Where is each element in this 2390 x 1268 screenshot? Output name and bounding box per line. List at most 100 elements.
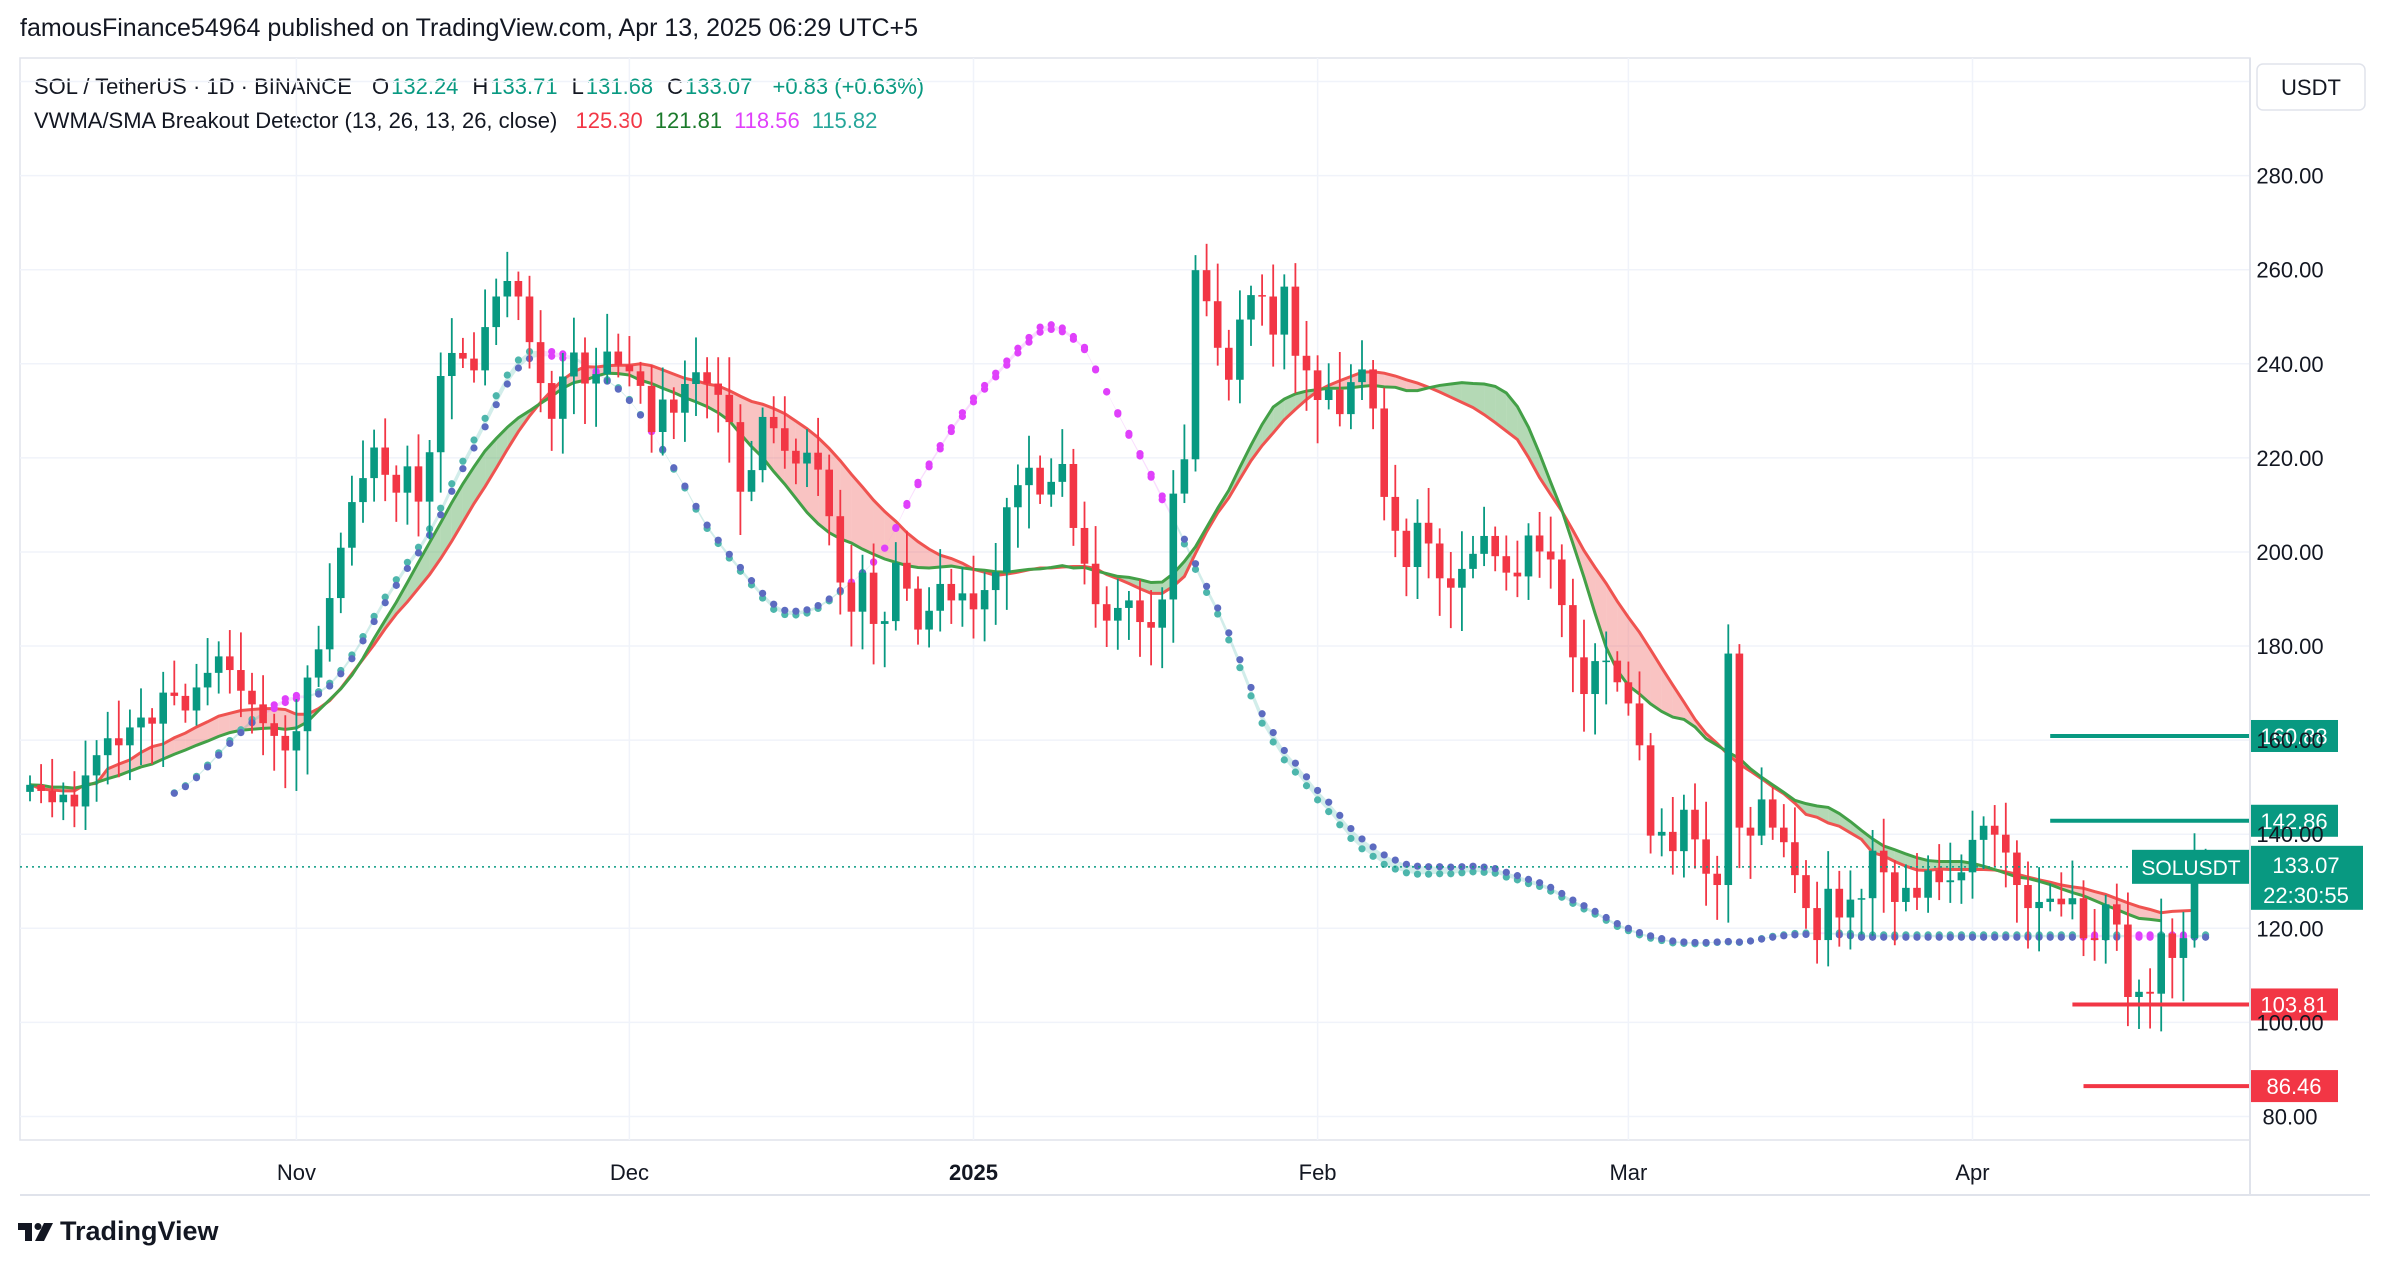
trail-dot [1935, 933, 1943, 941]
candle [559, 352, 567, 454]
trail-dot [226, 739, 234, 748]
candle [914, 576, 922, 645]
candle [592, 347, 600, 427]
candle [1602, 631, 1610, 705]
candle [1857, 888, 1866, 935]
candle [1735, 644, 1744, 869]
ribbon-segment [1251, 424, 1263, 461]
tradingview-logo-text: TradingView [60, 1216, 219, 1246]
candle [237, 632, 245, 718]
trail-dot [548, 352, 556, 360]
trail-dot [981, 385, 989, 393]
level-lines: SOLUSDT 133.07 22:30:55 160.88 142.86 103.81 8… [20, 719, 2363, 1103]
candle [92, 740, 101, 802]
dot-band-segment [1273, 732, 1285, 760]
trail-dot [703, 521, 711, 529]
candle [1302, 320, 1311, 411]
trail-dot [1080, 346, 1089, 354]
trail-dot [237, 729, 245, 737]
trail-dot [1613, 920, 1621, 928]
dot-band-segment [1106, 391, 1118, 415]
symbol-tag [2132, 849, 2250, 884]
ribbon-segment [240, 709, 252, 731]
candle [1435, 528, 1444, 616]
trail-dot [936, 445, 944, 453]
ohlc-key: O [372, 74, 390, 99]
trail-dot [1635, 928, 1644, 937]
ohlc-key: C [667, 74, 684, 99]
trail-dot [1325, 798, 1333, 806]
trail-dot [1447, 870, 1455, 878]
dot-band-segment [1117, 412, 1129, 436]
trail-dot [1436, 870, 1444, 878]
ribbon-segment [696, 380, 708, 407]
trail-dot [1247, 683, 1255, 692]
trail-dot [1968, 933, 1977, 941]
trail-dot [292, 695, 300, 703]
candle [725, 357, 734, 463]
trail-dot [1203, 582, 1211, 590]
candle [303, 665, 312, 775]
candle [1258, 274, 1266, 326]
candle [847, 544, 856, 647]
candle [781, 396, 789, 469]
candle [1080, 501, 1089, 585]
candle [1413, 499, 1422, 599]
candle [37, 764, 45, 804]
trail-dot [747, 577, 756, 585]
trail-dot [1236, 656, 1244, 664]
dot-band-segment [1262, 713, 1274, 743]
ribbon-segment [1595, 567, 1607, 648]
candle [1657, 808, 1666, 857]
dot-band-segment [1373, 846, 1385, 865]
y-tick-label: 180.00 [2256, 634, 2323, 659]
candle [2090, 909, 2099, 961]
trail-dot [1347, 824, 1355, 833]
trail-dot [1780, 932, 1788, 940]
trail-dot [825, 595, 833, 603]
trail-dot [348, 655, 356, 663]
ribbon-segment [1461, 382, 1473, 408]
candle [425, 439, 434, 540]
candle [1202, 243, 1211, 317]
candle [536, 310, 545, 413]
trail-dot [1647, 932, 1655, 940]
trail-dot [204, 763, 212, 771]
trail-dot [1591, 907, 1599, 915]
publish-info: famousFinance54964 published on TradingV… [20, 14, 919, 42]
candle [226, 630, 234, 694]
trail-dot [1325, 808, 1333, 816]
ohlc-key: L [571, 74, 584, 99]
trail-dot [1436, 863, 1444, 871]
trail-dot [1314, 796, 1322, 804]
candle [370, 429, 378, 502]
trail-dot [1802, 930, 1810, 939]
candle [1691, 783, 1699, 869]
trail-dot [1413, 862, 1422, 870]
dot-band-segment [1306, 776, 1318, 800]
ribbon-segment [407, 562, 419, 602]
candle [1491, 526, 1499, 572]
symbol-label[interactable]: SOL / TetherUS · 1D · BINANCE [34, 74, 352, 99]
ribbon-segment [906, 532, 918, 568]
trail-dot [1691, 938, 1699, 947]
candle [1535, 511, 1544, 578]
candle [747, 440, 756, 502]
currency-button[interactable] [2256, 63, 2366, 111]
x-tick-label: Nov [277, 1160, 316, 1185]
dot-band-segment [906, 482, 918, 506]
trail-dot [803, 606, 811, 614]
currency-label[interactable]: USDT [2281, 75, 2341, 100]
trail-dot [1380, 860, 1388, 868]
trail-dot [1336, 811, 1344, 820]
trail-dot [503, 380, 511, 388]
trail-dot [2135, 933, 2143, 941]
candle [1990, 805, 1999, 867]
candle [1824, 851, 1832, 967]
dot-band-segment [1284, 750, 1296, 773]
candle [1036, 455, 1044, 504]
tradingview-logo[interactable]: TradingView [18, 1216, 219, 1247]
candle [1169, 470, 1178, 643]
trail-dot [437, 504, 445, 512]
